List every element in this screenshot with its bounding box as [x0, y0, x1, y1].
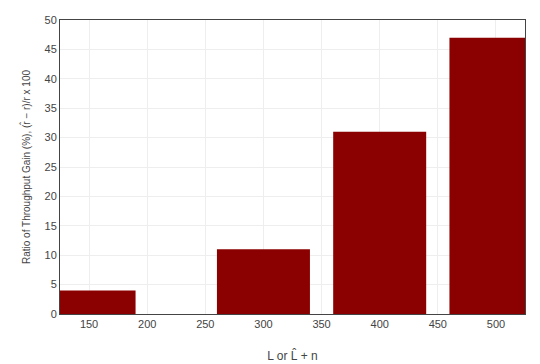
svg-text:45: 45: [45, 43, 57, 55]
svg-text:L or L̂ + n: L or L̂ + n: [267, 348, 318, 363]
svg-text:25: 25: [45, 161, 57, 173]
svg-text:50: 50: [45, 14, 57, 26]
svg-text:300: 300: [254, 318, 272, 330]
svg-text:10: 10: [45, 249, 57, 261]
svg-text:Ratio of Throughput Gain (%),: Ratio of Throughput Gain (%), (r̂ − r)/r…: [19, 70, 32, 265]
svg-text:350: 350: [312, 318, 330, 330]
svg-text:5: 5: [51, 278, 57, 290]
svg-text:20: 20: [45, 190, 57, 202]
svg-text:250: 250: [196, 318, 214, 330]
svg-text:500: 500: [487, 318, 505, 330]
svg-text:35: 35: [45, 102, 57, 114]
svg-text:200: 200: [138, 318, 156, 330]
svg-text:40: 40: [45, 73, 57, 85]
svg-text:0: 0: [51, 308, 57, 320]
svg-text:30: 30: [45, 131, 57, 143]
svg-text:450: 450: [429, 318, 447, 330]
svg-text:400: 400: [371, 318, 389, 330]
svg-text:150: 150: [80, 318, 98, 330]
svg-text:15: 15: [45, 220, 57, 232]
